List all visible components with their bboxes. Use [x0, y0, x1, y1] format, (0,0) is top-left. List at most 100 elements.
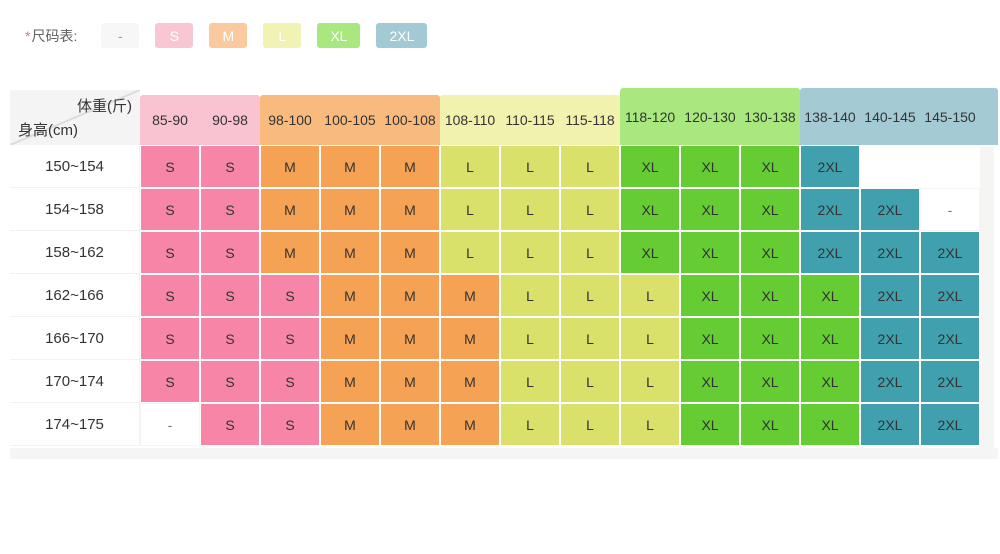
- column-header: 140-145: [864, 108, 916, 125]
- size-cell: M: [320, 360, 380, 403]
- size-cell: 2XL: [860, 231, 920, 274]
- size-cell: M: [260, 145, 320, 188]
- size-cell: L: [560, 145, 620, 188]
- header-group-pink: 85-90 90-98: [140, 95, 260, 145]
- size-cell: XL: [680, 317, 740, 360]
- row-label: 166~170: [10, 317, 140, 360]
- size-cell: S: [260, 274, 320, 317]
- size-cell: L: [500, 231, 560, 274]
- size-cell: XL: [740, 274, 800, 317]
- size-cell: S: [140, 231, 200, 274]
- table-row: 158~162 S S M M M L L L XL XL XL 2XL 2XL 2XL: [10, 231, 998, 274]
- size-cell: M: [320, 188, 380, 231]
- size-cell: M: [320, 145, 380, 188]
- size-cell: XL: [740, 360, 800, 403]
- column-header: 115-118: [565, 112, 615, 128]
- size-cell: [860, 145, 920, 188]
- size-cell: M: [260, 188, 320, 231]
- row-label: 150~154: [10, 145, 140, 188]
- height-axis-label: 身高(cm): [18, 122, 78, 139]
- size-cell: 2XL: [800, 231, 860, 274]
- table-row: 154~158 S S M M M L L L XL XL XL 2XL 2XL -: [10, 188, 998, 231]
- size-cell: L: [500, 360, 560, 403]
- corner-header-cell: 体重(斤) 身高(cm): [10, 90, 140, 145]
- size-cell: L: [440, 231, 500, 274]
- column-header: 110-115: [505, 112, 555, 128]
- column-header: 130-138: [744, 108, 796, 125]
- size-cell: 2XL: [860, 274, 920, 317]
- header-group-orange: 98-100 100-105 100-108: [260, 95, 440, 145]
- size-cell: M: [380, 145, 440, 188]
- size-cell: M: [380, 360, 440, 403]
- size-cell: S: [200, 317, 260, 360]
- size-cell: L: [560, 231, 620, 274]
- table-row: 170~174 S S S M M M L L L XL XL XL 2XL 2XL: [10, 360, 998, 403]
- size-cell: XL: [740, 188, 800, 231]
- column-header: 118-120: [624, 108, 676, 125]
- legend-swatch-2xl[interactable]: 2XL: [376, 23, 428, 48]
- size-cell: XL: [680, 145, 740, 188]
- row-label: 174~175: [10, 403, 140, 446]
- legend-label: 尺码表:: [31, 27, 78, 44]
- column-header: 85-90: [152, 112, 188, 128]
- weight-axis-label: 体重(斤): [77, 98, 132, 115]
- size-cell: S: [200, 188, 260, 231]
- size-cell: XL: [800, 274, 860, 317]
- size-cell: M: [320, 274, 380, 317]
- size-cell: L: [560, 403, 620, 446]
- size-cell: L: [440, 145, 500, 188]
- size-cell: L: [620, 274, 680, 317]
- size-cell: M: [260, 231, 320, 274]
- size-cell: L: [620, 317, 680, 360]
- size-cell: XL: [800, 403, 860, 446]
- header-group-green: 118-120 120-130 130-138: [620, 88, 800, 145]
- size-cell: XL: [620, 188, 680, 231]
- column-header: 100-108: [384, 112, 436, 128]
- size-cell: 2XL: [920, 360, 980, 403]
- size-cell: S: [140, 274, 200, 317]
- size-cell: XL: [680, 403, 740, 446]
- header-groups: 85-90 90-98 98-100 100-105 100-108 108-110 110…: [140, 88, 998, 145]
- legend-swatch-m[interactable]: M: [209, 23, 248, 48]
- header-group-yellow: 108-110 110-115 115-118: [440, 95, 620, 145]
- size-cell: S: [200, 274, 260, 317]
- size-chart-legend: * 尺码表: - S M L XL 2XL: [25, 23, 443, 48]
- row-label: 158~162: [10, 231, 140, 274]
- size-cell: 2XL: [860, 360, 920, 403]
- size-cell: XL: [680, 274, 740, 317]
- legend-swatch-l[interactable]: L: [263, 23, 302, 48]
- column-header: 98-100: [268, 112, 312, 128]
- size-cell: 2XL: [860, 188, 920, 231]
- size-cell: -: [920, 188, 980, 231]
- size-cell: [920, 145, 980, 188]
- size-cell: M: [440, 317, 500, 360]
- legend-swatch-xl[interactable]: XL: [317, 23, 361, 48]
- size-cell: XL: [680, 360, 740, 403]
- size-cell: L: [560, 360, 620, 403]
- size-cell: S: [260, 317, 320, 360]
- size-cell: L: [560, 274, 620, 317]
- size-cell: 2XL: [860, 317, 920, 360]
- legend-swatch-none[interactable]: -: [101, 23, 140, 48]
- size-cell: XL: [620, 145, 680, 188]
- legend-swatches: - S M L XL 2XL: [101, 23, 443, 48]
- required-asterisk: *: [25, 27, 31, 44]
- size-chart-table: 体重(斤) 身高(cm) 85-90 90-98 98-100 100-105 100-…: [10, 88, 998, 459]
- size-cell: 2XL: [920, 274, 980, 317]
- size-cell: S: [200, 145, 260, 188]
- table-rows: 150~154 S S M M M L L L XL XL XL 2XL 154~158 S S M M M L L L X…: [10, 145, 998, 446]
- size-cell: 2XL: [920, 317, 980, 360]
- size-cell: XL: [740, 231, 800, 274]
- size-cell: L: [620, 360, 680, 403]
- legend-swatch-s[interactable]: S: [155, 23, 194, 48]
- size-cell: S: [260, 403, 320, 446]
- size-cell: S: [140, 188, 200, 231]
- column-header: 108-110: [444, 112, 496, 128]
- size-cell: M: [440, 360, 500, 403]
- size-cell: L: [560, 188, 620, 231]
- size-cell: L: [440, 188, 500, 231]
- column-header: 138-140: [804, 108, 856, 125]
- size-cell: S: [200, 360, 260, 403]
- size-cell: S: [200, 231, 260, 274]
- size-cell: S: [140, 145, 200, 188]
